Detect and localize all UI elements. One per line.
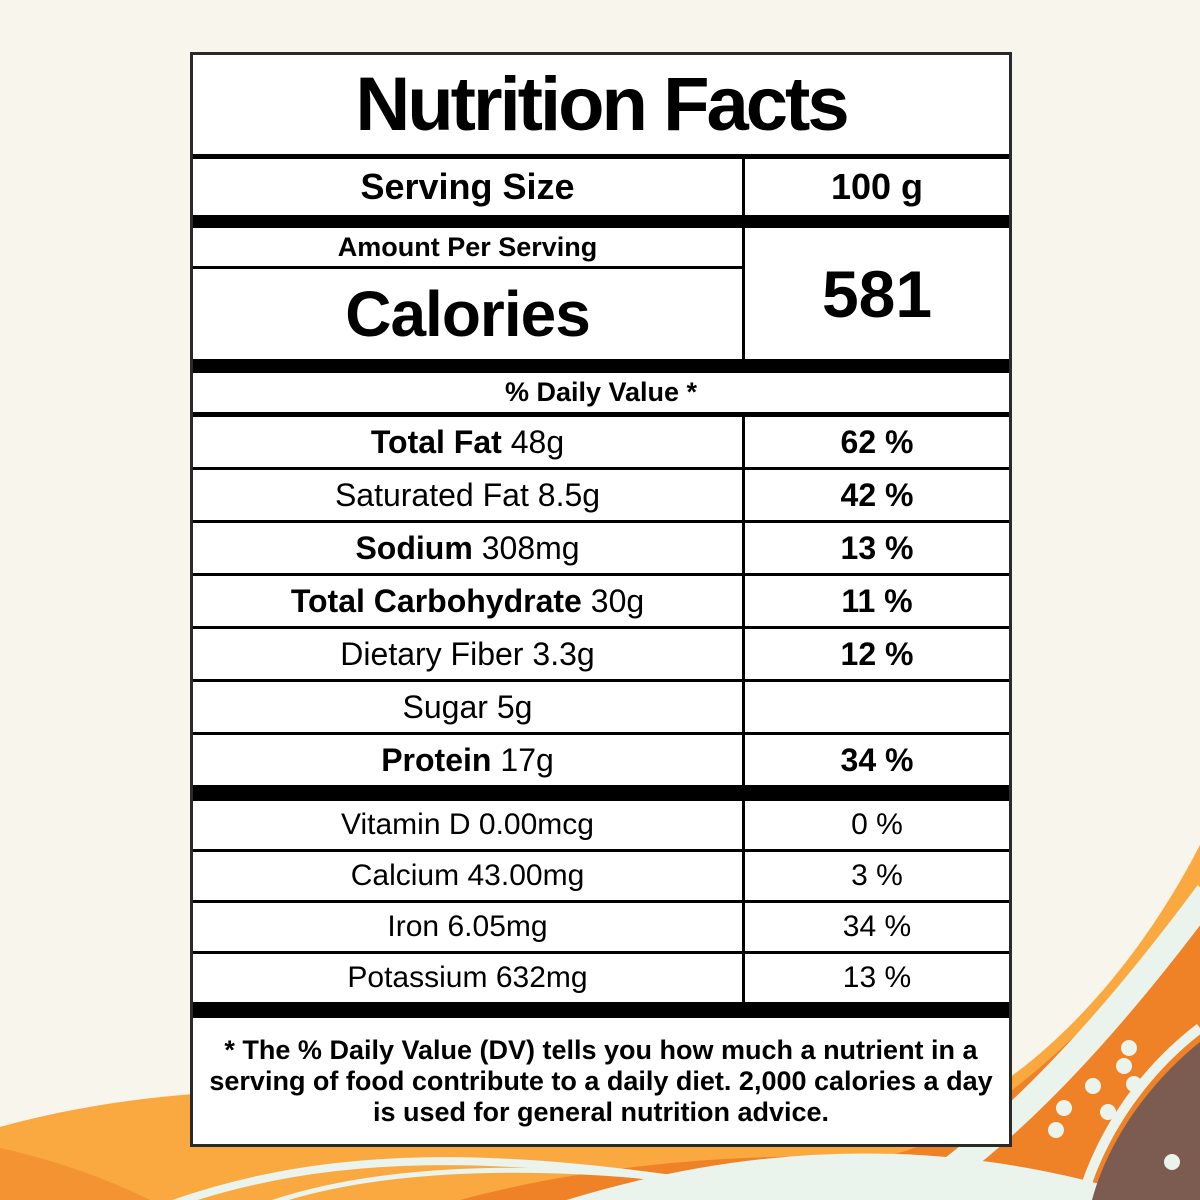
nutrient-row-sugar: Sugar 5g <box>193 682 1009 735</box>
section-divider <box>193 788 1009 801</box>
nutrient-name: Protein <box>381 741 492 778</box>
mint-stripe <box>922 885 1200 1196</box>
serving-size-value: 100 g <box>830 166 924 207</box>
nutrient-dv: 13 % <box>842 961 912 994</box>
nutrient-name: Calcium <box>350 859 460 892</box>
amount-per-serving-label: Amount Per Serving <box>193 228 742 269</box>
nutrient-dv: 3 % <box>851 859 903 892</box>
nutrient-dv: 42 % <box>840 476 914 513</box>
nutrient-dv: 34 % <box>840 741 914 778</box>
nutrient-dv: 34 % <box>842 910 912 943</box>
nutrient-name: Saturated Fat <box>334 476 529 513</box>
nutrient-amount: 30g <box>590 582 645 619</box>
calories-row: Amount Per Serving Calories 581 <box>193 228 1009 373</box>
nutrient-amount: 43.00mg <box>467 859 585 892</box>
nutrient-amount: 3.3g <box>532 635 595 672</box>
nutrient-dv: 11 % <box>841 582 913 619</box>
micronutrient-row-iron: Iron 6.05mg 34 % <box>193 903 1009 954</box>
nutrient-amount: 632mg <box>495 961 588 994</box>
nutrient-name: Potassium <box>347 961 488 994</box>
nutrient-dv: 12 % <box>840 635 914 672</box>
nutrient-dv: 13 % <box>840 529 914 566</box>
decorative-dots <box>1048 1040 1180 1170</box>
serving-size-row: Serving Size 100 g <box>193 159 1009 228</box>
nutrient-name: Total Fat <box>370 423 502 460</box>
nutrient-amount: 17g <box>500 741 554 778</box>
nutrient-row-saturated-fat: Saturated Fat 8.5g 42 % <box>193 470 1009 523</box>
nutrient-amount: 5g <box>496 688 533 725</box>
nutrient-name: Vitamin D <box>341 808 471 841</box>
micronutrient-row-vitamin-d: Vitamin D 0.00mcg 0 % <box>193 801 1009 852</box>
micronutrient-row-calcium: Calcium 43.00mg 3 % <box>193 852 1009 903</box>
nutrient-amount: 0.00mcg <box>478 808 594 841</box>
nutrient-row-total-carbohydrate: Total Carbohydrate 30g 11 % <box>193 576 1009 629</box>
nutrient-row-sodium: Sodium 308mg 13 % <box>193 523 1009 576</box>
nutrient-row-total-fat: Total Fat 48g 62 % <box>193 417 1009 470</box>
nutrient-amount: 48g <box>510 423 565 460</box>
section-divider <box>193 1005 1009 1018</box>
calories-value: 581 <box>821 256 933 331</box>
label-title: Nutrition Facts <box>193 55 1009 159</box>
nutrient-amount: 6.05mg <box>447 910 548 943</box>
micronutrient-row-potassium: Potassium 632mg 13 % <box>193 954 1009 1005</box>
nutrition-facts-label: Nutrition Facts Serving Size 100 g Amoun… <box>190 52 1012 1147</box>
nutrient-name: Total Carbohydrate <box>290 582 582 619</box>
nutrient-dv: 0 % <box>851 808 903 841</box>
nutrient-name: Dietary Fiber <box>340 635 524 672</box>
nutrient-name: Sugar <box>402 688 488 725</box>
calories-label: Calories <box>345 278 591 350</box>
nutrient-row-dietary-fiber: Dietary Fiber 3.3g 12 % <box>193 629 1009 682</box>
wave-corner-wedge <box>0 1148 150 1200</box>
nutrient-amount: 8.5g <box>537 476 601 513</box>
nutrient-name: Iron <box>387 910 440 943</box>
nutrient-name: Sodium <box>355 529 473 566</box>
mint-edge-brown <box>1076 1024 1200 1200</box>
serving-size-label: Serving Size <box>193 159 745 215</box>
nutrient-dv: 62 % <box>840 423 914 460</box>
nutrient-row-protein: Protein 17g 34 % <box>193 735 1009 788</box>
nutrient-dv <box>745 682 1009 732</box>
daily-value-footnote: * The % Daily Value (DV) tells you how m… <box>209 1034 993 1127</box>
daily-value-header: % Daily Value * <box>193 373 1009 417</box>
mint-line-thin-2 <box>272 1167 681 1200</box>
nutrient-amount: 308mg <box>481 529 580 566</box>
mint-crescent <box>566 1153 1154 1200</box>
